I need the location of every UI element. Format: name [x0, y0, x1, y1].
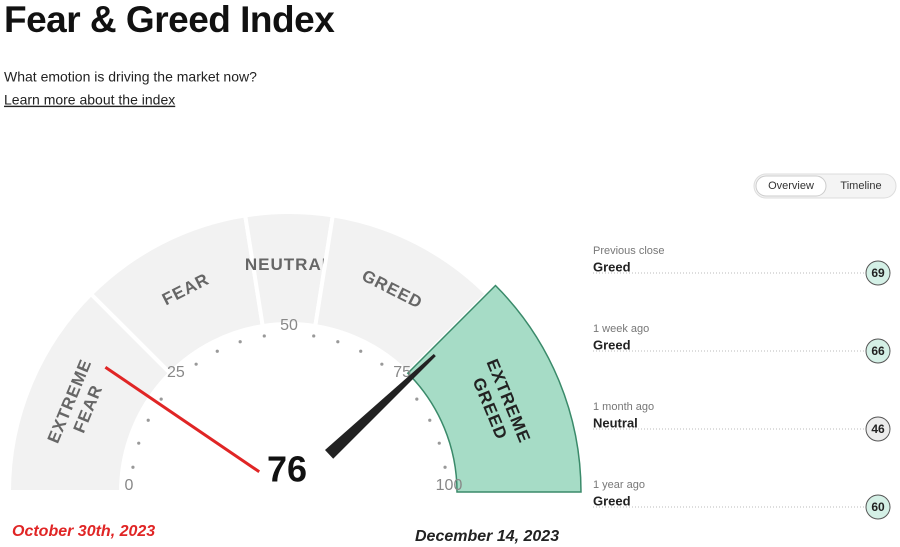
- tick-label: 100: [436, 477, 463, 494]
- gauge-dot: [262, 334, 266, 338]
- gauge-dot: [131, 465, 135, 469]
- learn-more-link[interactable]: Learn more about the index: [4, 92, 175, 108]
- history-value: 66: [871, 344, 885, 358]
- history-badge: [865, 494, 891, 520]
- history-rating: Neutral: [593, 415, 638, 430]
- gauge-dot: [238, 340, 242, 344]
- gauge-dot: [312, 334, 316, 338]
- history-value: 60: [871, 500, 885, 514]
- gauge-dot: [380, 362, 384, 366]
- gauge-dot: [194, 362, 198, 366]
- history-label: 1 year ago: [593, 479, 645, 491]
- tab[interactable]: Timeline: [840, 180, 881, 192]
- date-annotation: December 14, 2023: [415, 528, 559, 545]
- gauge-dot: [146, 418, 150, 422]
- band-label-line: NEUTRAL: [245, 255, 333, 274]
- history-badge: [865, 416, 891, 442]
- history-rating: Greed: [593, 259, 631, 274]
- history-badge: [865, 338, 891, 364]
- gauge-dot: [415, 397, 419, 401]
- gauge-dot: [428, 418, 432, 422]
- gauge-dot: [215, 349, 219, 353]
- gauge-dot: [336, 340, 340, 344]
- gauge-band: [406, 284, 582, 493]
- history-value: 69: [871, 266, 885, 280]
- subtitle: What emotion is driving the market now?: [4, 69, 257, 85]
- tab-active-bg: [755, 175, 827, 197]
- gauge-dot: [437, 441, 441, 445]
- gauge-value: 76: [267, 449, 307, 490]
- gauge-dot: [359, 349, 363, 353]
- gauge-dot: [137, 441, 141, 445]
- history-label: 1 week ago: [593, 323, 649, 335]
- history-label: Previous close: [593, 245, 665, 257]
- tab[interactable]: Overview: [768, 180, 814, 192]
- history-badge: [865, 260, 891, 286]
- gauge-dot: [159, 397, 163, 401]
- tick-label: 25: [167, 364, 185, 381]
- needle: [104, 365, 261, 474]
- needle: [324, 353, 436, 459]
- history-label: 1 month ago: [593, 401, 654, 413]
- history-value: 46: [871, 422, 885, 436]
- tick-label: 50: [280, 317, 298, 334]
- title: Fear & Greed Index: [4, 0, 335, 40]
- band-label: NEUTRAL: [245, 255, 333, 274]
- tick-label: 0: [125, 477, 134, 494]
- date-annotation: October 30th, 2023: [12, 523, 155, 540]
- history-rating: Greed: [593, 493, 631, 508]
- tick-label: 75: [393, 364, 411, 381]
- history-rating: Greed: [593, 337, 631, 352]
- gauge: EXTREMEFEARFEARNEUTRALGREEDEXTREMEGREED0…: [6, 210, 582, 547]
- gauge-center: [227, 430, 351, 547]
- gauge-dot: [443, 465, 447, 469]
- history-list: Previous close Greed 69 1 week ago Greed 66 1 …: [593, 245, 891, 520]
